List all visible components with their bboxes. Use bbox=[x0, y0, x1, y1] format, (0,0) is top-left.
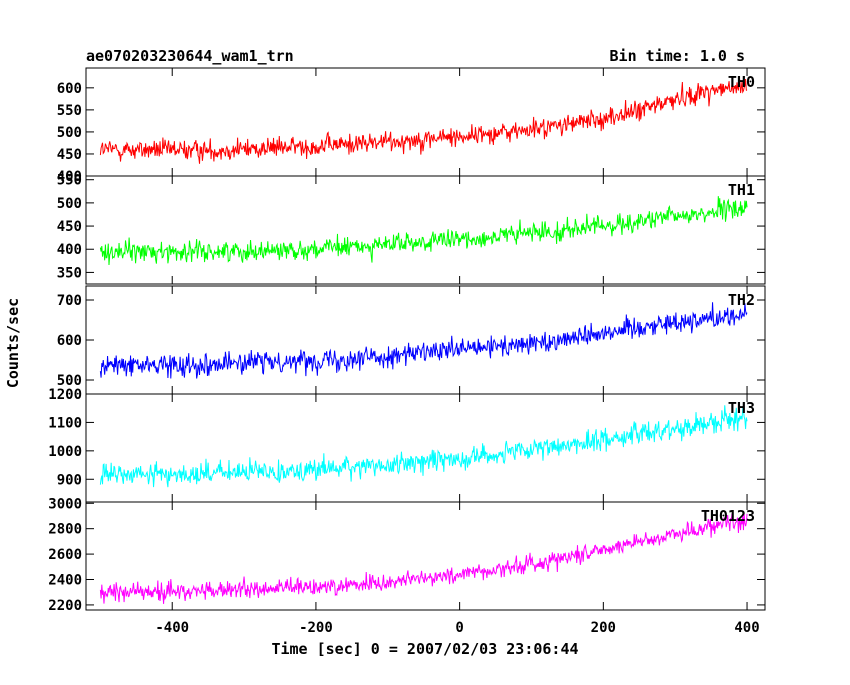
y-tick-label: 2400 bbox=[48, 573, 82, 589]
series-line-th0123 bbox=[99, 513, 748, 604]
y-tick-label: 700 bbox=[57, 293, 82, 309]
series-line-th0 bbox=[99, 78, 748, 164]
y-tick-label: 500 bbox=[57, 196, 82, 212]
y-tick-label: 2600 bbox=[48, 547, 82, 563]
panel-th2: 500 600 700 TH2 bbox=[57, 285, 766, 395]
y-tick-label: 2800 bbox=[48, 522, 82, 538]
y-tick-label: 500 bbox=[57, 125, 82, 141]
y-tick-label: 2200 bbox=[48, 598, 82, 614]
series-line-th1 bbox=[99, 196, 748, 266]
panel-frame bbox=[85, 175, 766, 285]
panel-label-th2: TH2 bbox=[728, 291, 755, 309]
x-tick-label: 400 bbox=[734, 620, 759, 636]
x-axis: -400 -200 0 200 400 bbox=[155, 620, 759, 636]
y-tick-label: 3000 bbox=[48, 496, 82, 512]
y-tick-label: 450 bbox=[57, 147, 82, 163]
bin-time-label: Bin time: 1.0 s bbox=[610, 47, 745, 65]
x-tick-label: -400 bbox=[155, 620, 189, 636]
x-tick-label: -200 bbox=[299, 620, 333, 636]
y-tick-label: 450 bbox=[57, 219, 82, 235]
chart-title: ae070203230644_wam1_trn bbox=[86, 47, 294, 65]
x-tick-label: 0 bbox=[455, 620, 463, 636]
series-line-th3 bbox=[99, 405, 748, 488]
y-tick-label: 400 bbox=[57, 169, 82, 185]
panel-frame bbox=[85, 501, 766, 611]
x-tick-label: 200 bbox=[591, 620, 616, 636]
y-tick-label: 350 bbox=[57, 265, 82, 281]
y-tick-label: 1200 bbox=[48, 387, 82, 403]
y-tick-label: 600 bbox=[57, 333, 82, 349]
y-tick-label: 400 bbox=[57, 242, 82, 258]
series-line-th2 bbox=[99, 302, 748, 379]
panel-frame bbox=[85, 393, 766, 503]
panel-th0123: 2200 2400 2600 2800 3000 TH0123 bbox=[48, 496, 766, 614]
y-tick-label: 1000 bbox=[48, 444, 82, 460]
y-axis-label: Counts/sec bbox=[4, 298, 22, 388]
panel-label-th0: TH0 bbox=[728, 73, 755, 91]
y-tick-label: 550 bbox=[57, 103, 82, 119]
y-tick-label: 500 bbox=[57, 373, 82, 389]
y-tick-label: 550 bbox=[57, 173, 82, 189]
x-axis-label: Time [sec] 0 = 2007/02/03 23:06:44 bbox=[271, 640, 578, 658]
panel-th0: 400 450 500 550 600 TH0 bbox=[57, 67, 766, 185]
panels-group: 400 450 500 550 600 TH0 350 400 450 500 550 TH1 500 6… bbox=[48, 67, 766, 614]
panel-label-th3: TH3 bbox=[728, 399, 755, 417]
y-tick-label: 900 bbox=[57, 472, 82, 488]
panel-label-th1: TH1 bbox=[728, 181, 755, 199]
panel-th3: 900 1000 1100 1200 TH3 bbox=[48, 387, 766, 503]
y-tick-label: 600 bbox=[57, 81, 82, 97]
panel-th1: 350 400 450 500 550 TH1 bbox=[57, 173, 766, 285]
panel-label-th0123: TH0123 bbox=[701, 507, 755, 525]
y-tick-label: 1100 bbox=[48, 415, 82, 431]
panel-frame bbox=[85, 67, 766, 177]
panel-frame bbox=[85, 285, 766, 395]
